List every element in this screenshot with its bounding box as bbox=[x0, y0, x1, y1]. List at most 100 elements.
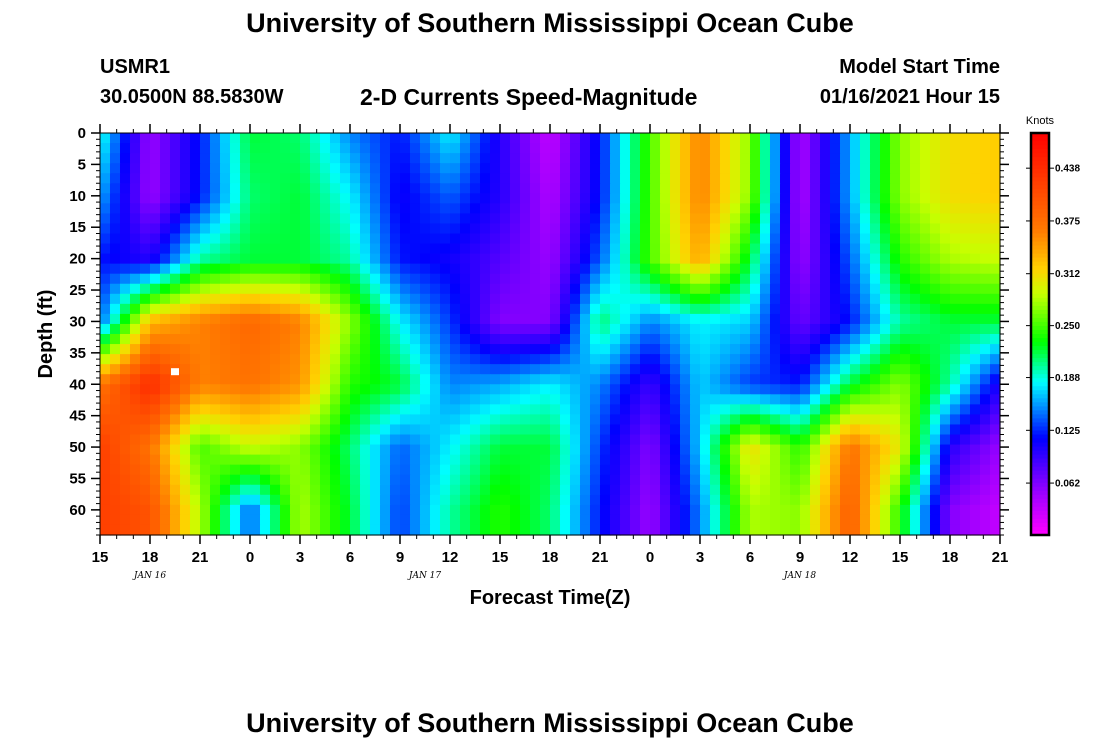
speed-cell bbox=[810, 243, 821, 255]
speed-cell bbox=[760, 364, 771, 375]
speed-cell bbox=[340, 143, 351, 154]
speed-cell bbox=[700, 323, 711, 335]
speed-cell bbox=[810, 303, 821, 315]
speed-cell bbox=[670, 203, 681, 214]
speed-cell bbox=[970, 293, 981, 305]
colorbar-segment bbox=[1031, 458, 1049, 464]
speed-cell bbox=[130, 434, 141, 446]
speed-cell bbox=[370, 293, 381, 305]
speed-cell bbox=[830, 253, 841, 265]
speed-cell bbox=[840, 414, 851, 426]
date-label: JAN 17 bbox=[407, 571, 442, 581]
speed-cell bbox=[470, 213, 481, 225]
speed-cell bbox=[100, 364, 111, 375]
speed-cell bbox=[780, 243, 791, 255]
speed-cell bbox=[200, 303, 211, 315]
speed-cell bbox=[260, 173, 271, 184]
speed-cell bbox=[810, 223, 821, 235]
speed-cell bbox=[610, 283, 621, 295]
speed-cell bbox=[650, 253, 661, 265]
speed-cell bbox=[930, 223, 941, 235]
speed-cell bbox=[280, 323, 291, 335]
speed-cell bbox=[650, 263, 661, 275]
speed-cell bbox=[730, 143, 741, 154]
speed-cell bbox=[960, 283, 971, 295]
speed-cell bbox=[220, 223, 231, 235]
speed-cell bbox=[700, 303, 711, 315]
speed-cell bbox=[230, 323, 241, 335]
speed-cell bbox=[890, 484, 901, 496]
speed-cell bbox=[700, 464, 711, 476]
speed-cell bbox=[830, 354, 841, 365]
speed-cell bbox=[620, 474, 631, 486]
speed-cell bbox=[650, 323, 661, 335]
speed-cell bbox=[130, 334, 141, 345]
speed-cell bbox=[290, 414, 301, 426]
speed-cell bbox=[170, 374, 181, 385]
speed-cell bbox=[610, 484, 621, 496]
speed-cell bbox=[620, 354, 631, 365]
speed-cell bbox=[750, 474, 761, 486]
speed-cell bbox=[980, 313, 991, 325]
speed-cell bbox=[920, 334, 931, 345]
speed-cell bbox=[860, 394, 871, 405]
speed-cell bbox=[260, 494, 271, 506]
speed-cell bbox=[640, 193, 651, 204]
speed-cell bbox=[210, 404, 221, 415]
speed-cell bbox=[720, 253, 731, 265]
speed-cell bbox=[460, 444, 471, 456]
speed-cell bbox=[180, 464, 191, 476]
speed-cell bbox=[150, 414, 161, 426]
speed-cell bbox=[970, 424, 981, 436]
speed-cell bbox=[840, 313, 851, 325]
speed-cell bbox=[400, 344, 411, 355]
speed-cell bbox=[720, 334, 731, 345]
speed-cell bbox=[370, 233, 381, 245]
speed-cell bbox=[740, 293, 751, 305]
speed-cell bbox=[410, 313, 421, 325]
speed-cell bbox=[260, 303, 271, 315]
speed-cell bbox=[730, 354, 741, 365]
speed-cell bbox=[150, 494, 161, 506]
speed-cell bbox=[350, 424, 361, 436]
speed-cell bbox=[900, 364, 911, 375]
speed-cell bbox=[340, 444, 351, 456]
speed-cell bbox=[610, 504, 621, 516]
speed-cell bbox=[920, 454, 931, 466]
speed-cell bbox=[290, 484, 301, 496]
speed-cell bbox=[160, 293, 171, 305]
speed-cell bbox=[790, 183, 801, 194]
speed-cell bbox=[650, 404, 661, 415]
speed-cell bbox=[790, 484, 801, 496]
speed-cell bbox=[900, 524, 911, 536]
speed-cell bbox=[120, 404, 131, 415]
speed-cell bbox=[860, 313, 871, 325]
speed-cell bbox=[600, 173, 611, 184]
speed-cell bbox=[270, 464, 281, 476]
y-tick-label: 30 bbox=[69, 313, 86, 330]
speed-cell bbox=[490, 243, 501, 255]
speed-cell bbox=[590, 504, 601, 516]
speed-cell bbox=[220, 404, 231, 415]
speed-cell bbox=[890, 384, 901, 395]
speed-cell bbox=[330, 504, 341, 516]
speed-cell bbox=[210, 253, 221, 265]
speed-cell bbox=[840, 384, 851, 395]
speed-cell bbox=[150, 153, 161, 164]
speed-cell bbox=[500, 263, 511, 275]
speed-cell bbox=[570, 163, 581, 174]
speed-cell bbox=[720, 374, 731, 385]
speed-cell bbox=[800, 323, 811, 335]
speed-cell bbox=[100, 253, 111, 265]
speed-cell bbox=[790, 454, 801, 466]
speed-cell bbox=[410, 504, 421, 516]
speed-cell bbox=[690, 354, 701, 365]
speed-cell bbox=[460, 484, 471, 496]
speed-cell bbox=[150, 183, 161, 194]
speed-cell bbox=[450, 454, 461, 466]
speed-cell bbox=[270, 183, 281, 194]
speed-cell bbox=[410, 334, 421, 345]
speed-cell bbox=[510, 494, 521, 506]
speed-cell bbox=[700, 504, 711, 516]
speed-cell bbox=[370, 484, 381, 496]
